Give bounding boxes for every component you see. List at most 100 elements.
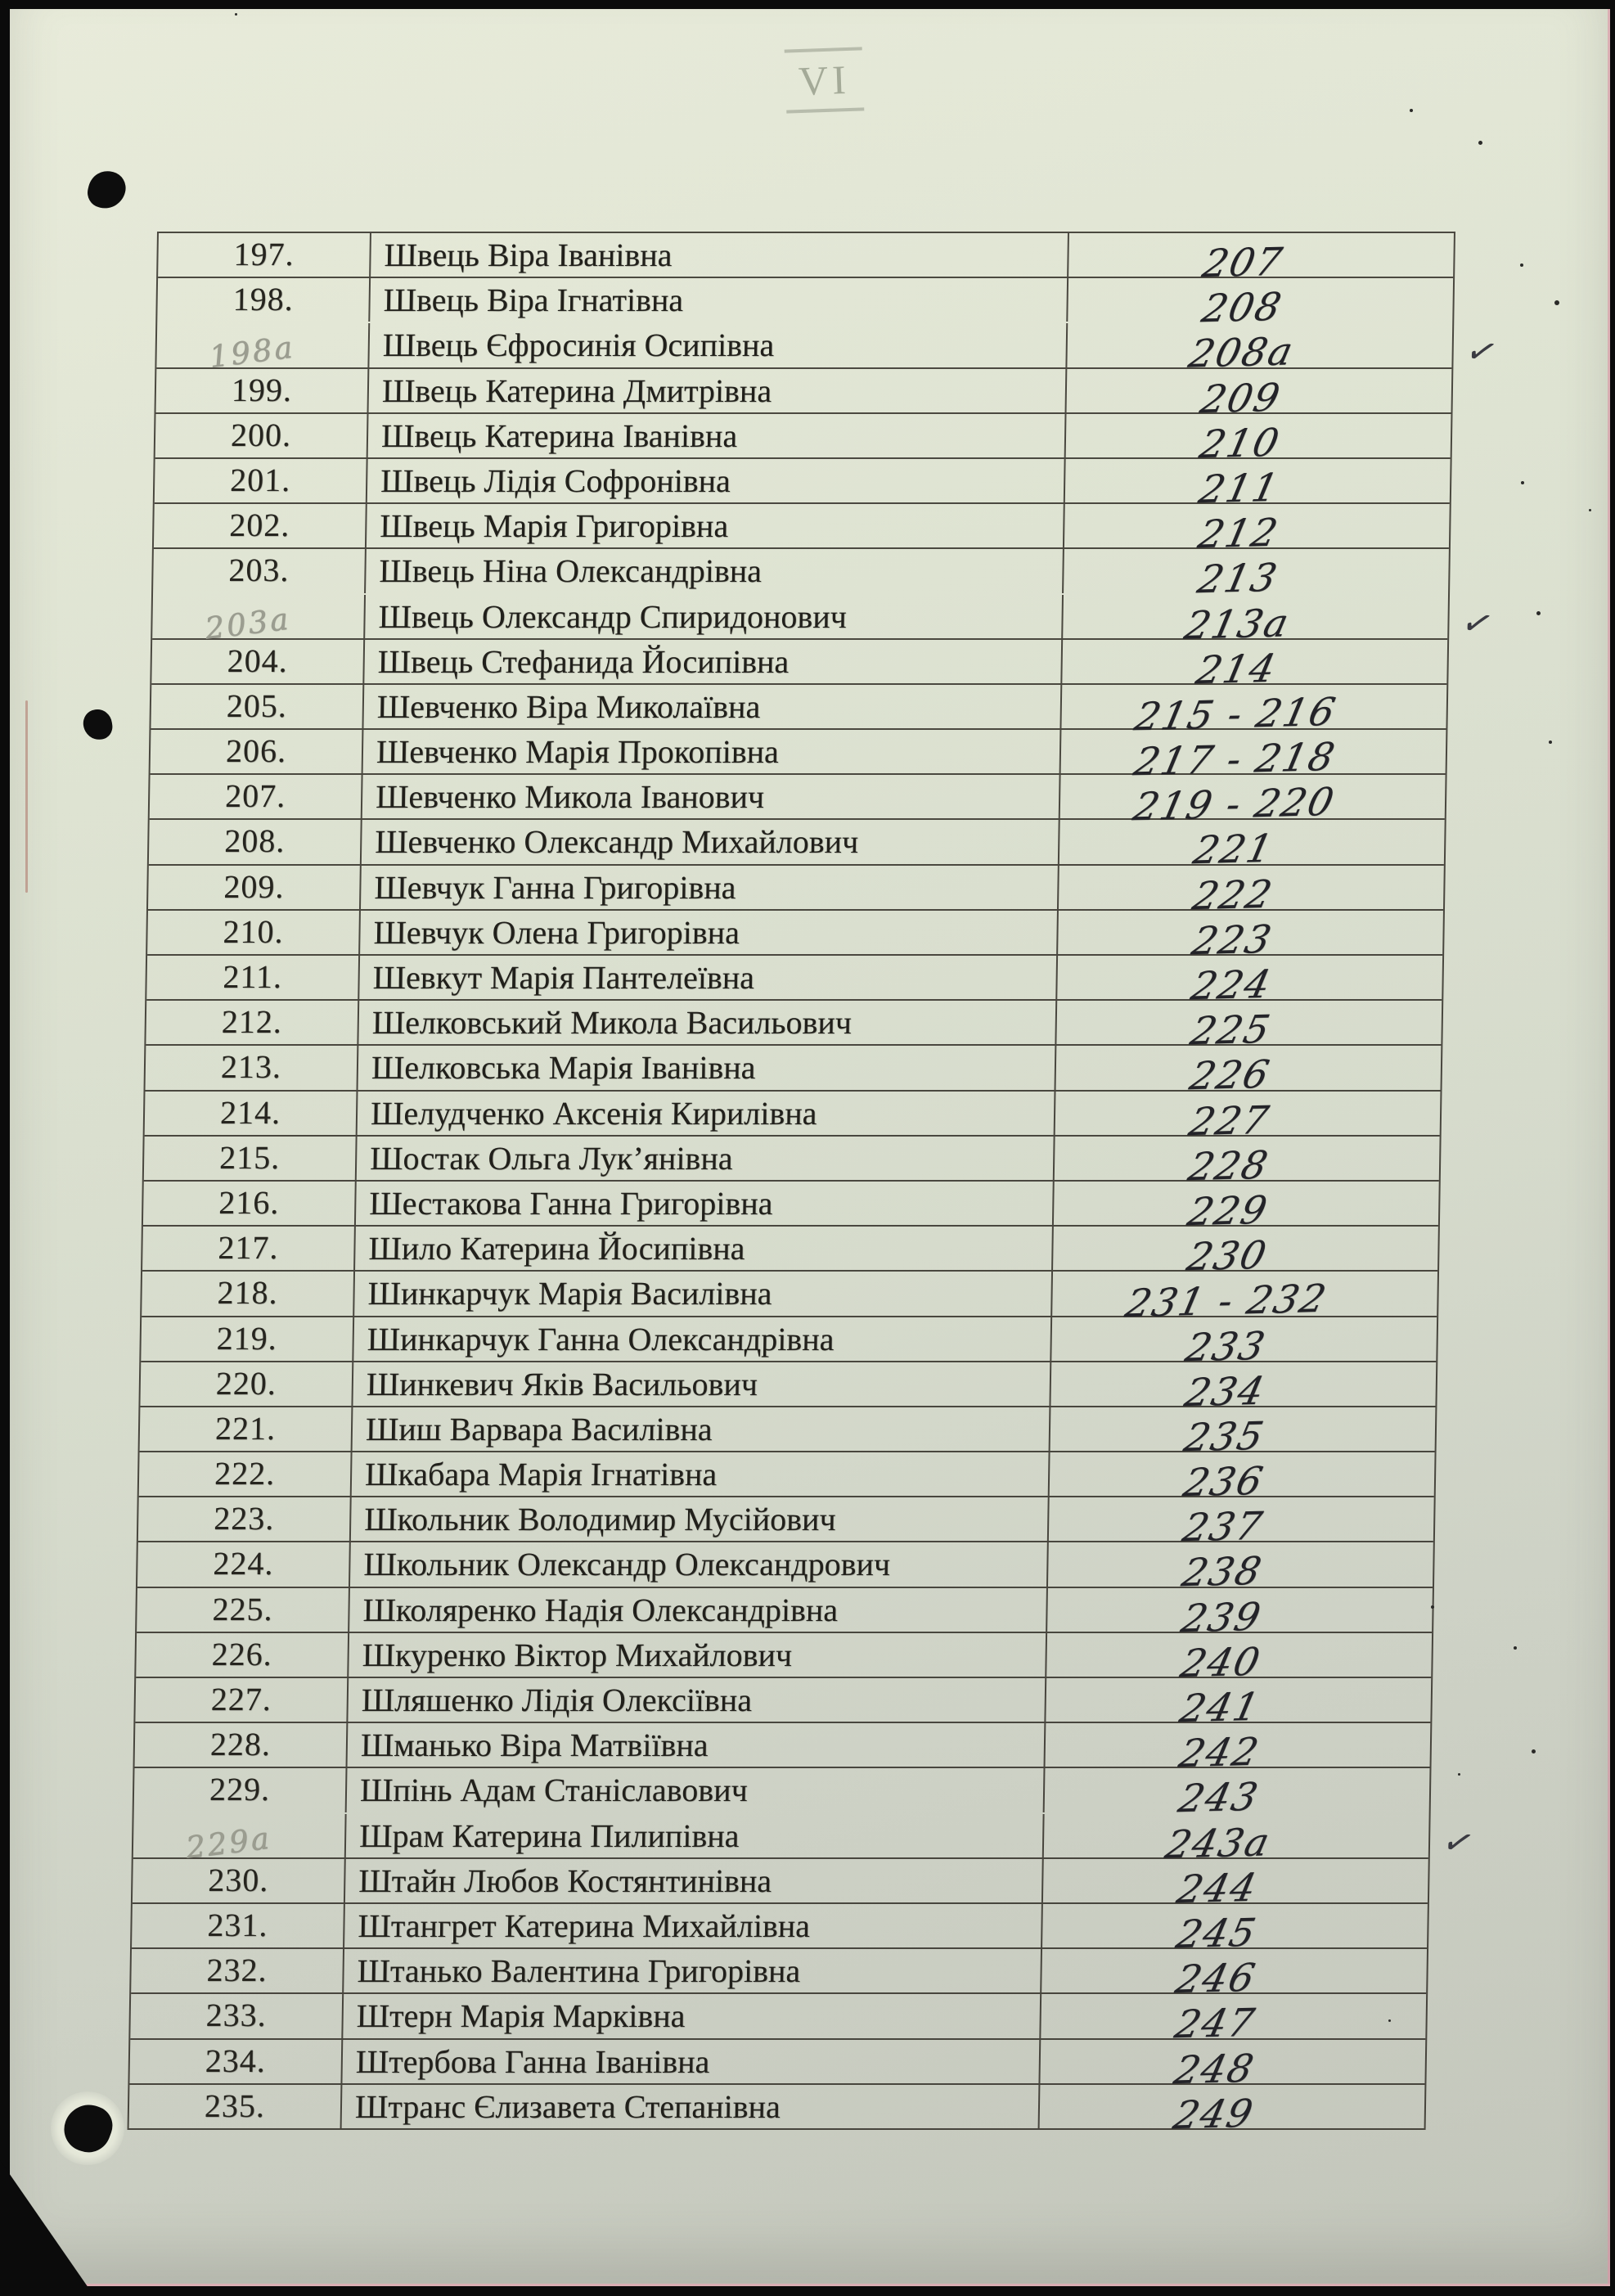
- table-row: 197. Швець Віра Іванівна 207: [158, 233, 1454, 286]
- dust-speck: [1410, 109, 1413, 112]
- row-number: 207.: [224, 777, 286, 815]
- row-number-cell: 203.: [153, 549, 367, 593]
- row-number-cell: 198а: [156, 323, 371, 375]
- table-row: 206. Шевченко Марія Прокопівна 217 - 218: [150, 730, 1446, 785]
- row-number-cell: 206.: [150, 730, 364, 774]
- row-number: 226.: [211, 1635, 273, 1672]
- archive-number-cell: 246: [1041, 1949, 1427, 2002]
- hole-punch: [81, 707, 115, 742]
- row-number: 225.: [212, 1590, 273, 1627]
- scanned-page: VI 197. Швець Віра Іванівна 207 198. Швець В…: [10, 9, 1610, 2286]
- table-row: 226. Шкуренко Віктор Михайлович 240: [136, 1632, 1433, 1686]
- table-row: 203. Швець Ніна Олександрівна 213: [153, 549, 1449, 603]
- person-name-cell: Шевченко Марія Прокопівна: [362, 730, 1062, 774]
- row-number: 214.: [219, 1093, 281, 1131]
- row-number-cell: 209.: [147, 865, 362, 909]
- archive-number-cell: 227: [1055, 1092, 1441, 1144]
- archive-number-cell: 237: [1049, 1497, 1434, 1551]
- person-name-cell: Шевченко Микола Іванович: [362, 775, 1061, 819]
- person-name-cell: Шинкарчук Марія Василівна: [354, 1272, 1054, 1316]
- archive-number-cell: 242: [1046, 1723, 1431, 1776]
- person-name-cell: Шевкут Марія Пантелеївна: [359, 956, 1059, 1000]
- person-name-cell: Штранс Єлизавета Степанівна: [341, 2084, 1041, 2128]
- archive-number-cell: 212: [1064, 504, 1450, 557]
- row-number: 228.: [209, 1726, 272, 1763]
- archive-number-cell: 215 - 216: [1061, 685, 1446, 740]
- table-row: 229. Шпінь Адам Станіславович 243: [133, 1768, 1430, 1822]
- row-number-cell: 228.: [134, 1723, 349, 1767]
- row-number-cell: 212.: [146, 1001, 360, 1045]
- archive-number-cell: 238: [1048, 1542, 1433, 1596]
- table-row: 210. Шевчук Олена Григорівна 223: [147, 910, 1443, 964]
- row-number-cell: 211.: [146, 956, 361, 1000]
- archive-number-cell: 243: [1045, 1768, 1430, 1821]
- person-name-cell: Штербова Ганна Іванівна: [342, 2039, 1041, 2083]
- checkmark-icon: ✓: [1456, 602, 1498, 645]
- row-number: 224.: [213, 1545, 274, 1582]
- person-name-cell: Штайн Любов Костянтинівна: [344, 1858, 1044, 1902]
- row-number-cell: 234.: [129, 2039, 344, 2083]
- row-number-cell: 200.: [155, 413, 369, 457]
- registry-table: 197. Швець Віра Іванівна 207 198. Швець Віра…: [127, 232, 1502, 2138]
- page-number-label: VI: [798, 56, 851, 105]
- table-row: 225. Школяренко Надія Олександрівна 239: [137, 1587, 1433, 1641]
- page-number-mark: VI: [784, 47, 865, 114]
- person-name-cell: Шевчук Ганна Григорівна: [360, 865, 1059, 909]
- person-name-cell: Шило Катерина Йосипівна: [355, 1227, 1054, 1271]
- person-name-cell: Шпінь Адам Станіславович: [346, 1768, 1046, 1812]
- table-row: 203а Швець Олександр Спиридонович 213а ✓: [152, 594, 1498, 648]
- row-number: 234.: [205, 2042, 267, 2079]
- row-number-cell: 203а: [152, 594, 367, 646]
- person-name-cell: Шелудченко Аксенія Кирилівна: [357, 1091, 1056, 1135]
- archive-number-cell: 210: [1066, 414, 1451, 467]
- archive-number-cell: 247: [1041, 1994, 1426, 2047]
- row-number: 208.: [223, 822, 286, 860]
- row-number: 200.: [230, 416, 292, 453]
- archive-number-cell: 241: [1046, 1678, 1431, 1731]
- archive-number-cell: 225: [1056, 1001, 1442, 1054]
- table-row: 198. Швець Віра Ігнатівна 208: [157, 278, 1453, 331]
- table-row: 199. Швець Катерина Дмитрівна 209: [155, 368, 1452, 422]
- table-row: 217. Шило Катерина Йосипівна 230: [142, 1227, 1438, 1280]
- archive-number-cell: 217 - 218: [1061, 730, 1446, 785]
- person-name-cell: Швець Марія Григорівна: [366, 504, 1065, 548]
- row-number: 206.: [225, 732, 287, 770]
- table-row: 201. Швець Лідія Софронівна 211: [154, 458, 1451, 512]
- dust-speck: [1554, 300, 1559, 305]
- row-number-cell: 229.: [133, 1768, 348, 1812]
- row-number: 218.: [217, 1274, 278, 1312]
- hole-punch: [84, 167, 129, 213]
- person-name-cell: Шелковська Марія Іванівна: [358, 1046, 1057, 1090]
- person-name-cell: Штерн Марія Марківна: [343, 1994, 1042, 2038]
- table-row: 219. Шинкарчук Ганна Олександрівна 233: [141, 1317, 1437, 1371]
- archive-number-cell: 239: [1047, 1588, 1433, 1641]
- person-name-cell: Школяренко Надія Олександрівна: [349, 1587, 1048, 1632]
- row-number: 205.: [226, 687, 288, 724]
- archive-number-cell: 224: [1057, 956, 1442, 1009]
- dust-speck: [1388, 2019, 1391, 2022]
- person-name-cell: Шевчук Олена Григорівна: [360, 910, 1059, 954]
- person-name-cell: Шевченко Віра Миколаївна: [363, 684, 1063, 729]
- row-number-cell: 197.: [158, 233, 371, 277]
- table-row: 232. Штанько Валентина Григорівна 246: [131, 1949, 1428, 2002]
- row-number-cell: 201.: [154, 458, 368, 503]
- scan-artifact-streak: [25, 700, 28, 893]
- row-number-cell: 225.: [137, 1587, 350, 1632]
- archive-number-cell: 208: [1068, 278, 1453, 331]
- person-name-cell: Шманько Віра Матвіївна: [347, 1723, 1046, 1767]
- row-number-cell: 218.: [142, 1272, 356, 1316]
- person-name-cell: Шиш Варвара Василівна: [352, 1407, 1051, 1452]
- row-number: 203.: [228, 551, 290, 589]
- row-number-cell: 199.: [155, 368, 370, 412]
- archive-number-cell: 213а: [1063, 595, 1448, 648]
- person-name-cell: Швець Віра Іванівна: [371, 233, 1069, 277]
- archive-number-cell: 245: [1042, 1904, 1428, 1957]
- table-row: 235. Штранс Єлизавета Степанівна 249: [128, 2084, 1425, 2138]
- person-name-cell: Шкуренко Віктор Михайлович: [349, 1632, 1048, 1677]
- person-name-cell: Шевченко Олександр Михайлович: [361, 820, 1060, 864]
- row-number-cell: 233.: [130, 1994, 344, 2038]
- dust-speck: [1589, 509, 1591, 511]
- dust-speck: [1458, 1773, 1460, 1776]
- row-number-cell: 215.: [143, 1136, 358, 1180]
- row-number: 211.: [223, 958, 283, 995]
